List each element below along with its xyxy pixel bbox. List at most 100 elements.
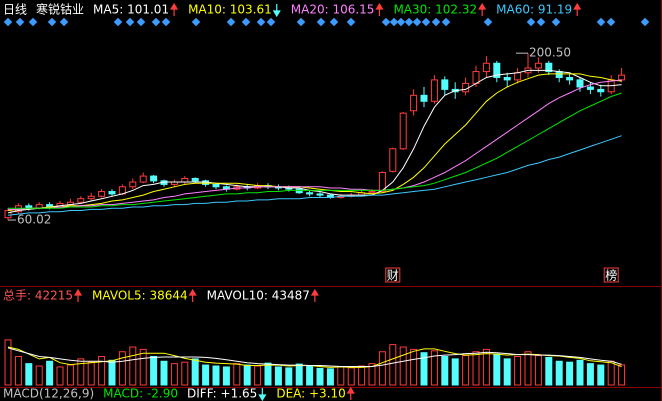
volume-bar — [503, 358, 511, 386]
candle-body — [597, 88, 605, 93]
candle-body — [191, 177, 199, 182]
candle-body — [378, 172, 386, 193]
candle-body — [618, 74, 626, 81]
volume-bar — [98, 356, 106, 386]
legend-entry: 总手: 42215 — [3, 289, 73, 303]
volume-bar — [514, 356, 522, 386]
volume-bar — [482, 348, 490, 386]
candle-body — [514, 72, 522, 81]
event-diamond — [412, 17, 422, 27]
event-diamond — [431, 17, 441, 27]
event-label: 财 — [387, 269, 399, 283]
volume-bar — [493, 353, 501, 386]
candle-body — [472, 71, 480, 84]
indicator-value: DEA: +3.10 — [276, 387, 345, 401]
volume-bar — [264, 362, 272, 386]
volume-bar — [87, 361, 95, 386]
volume-bar — [462, 355, 470, 386]
candle-body — [441, 79, 449, 90]
candle-body — [368, 191, 376, 194]
volume-bar — [150, 356, 158, 386]
legend-entry: MAVOL5: 38644 — [92, 289, 188, 303]
event-diamond — [421, 17, 431, 27]
candle-body — [462, 82, 470, 93]
legend-entry: MA20: 106.15 — [291, 3, 375, 17]
volume-bar — [607, 360, 615, 386]
volume-bar — [576, 359, 584, 386]
volume-bar — [14, 356, 22, 386]
volume-bar — [170, 363, 178, 386]
volume-bar — [25, 363, 33, 386]
ma-line — [7, 69, 622, 214]
volume-bar — [306, 365, 314, 386]
candle-body — [316, 193, 324, 196]
volume-bar — [451, 358, 459, 386]
candle-body — [212, 183, 220, 188]
candle-body — [576, 79, 584, 88]
volume-bar — [181, 361, 189, 386]
candle-body — [77, 198, 85, 203]
candle-body — [410, 94, 418, 112]
volume-bar — [368, 363, 376, 386]
event-diamond — [15, 17, 25, 27]
candle-body — [482, 62, 490, 73]
event-diamond — [256, 17, 266, 27]
volume-bar — [202, 364, 210, 386]
volume-bar — [46, 360, 54, 386]
candle-body — [4, 210, 12, 219]
indicator-title: MACD(12,26,9) — [3, 387, 94, 401]
volume-bar — [337, 366, 345, 386]
ma-line — [7, 135, 622, 216]
ma-line — [8, 92, 622, 209]
volume-bar — [212, 365, 220, 386]
candle-body — [555, 71, 563, 79]
indicator-value: MACD: -2.90 — [103, 387, 178, 401]
chart-title: 日线 — [3, 3, 27, 17]
candle-body — [139, 175, 147, 183]
trend-arrow — [258, 388, 267, 401]
volume-bar — [358, 365, 366, 386]
volume-bar — [191, 358, 199, 386]
legend-entry: MAVOL10: 43487 — [207, 289, 310, 303]
volume-bar — [389, 344, 397, 386]
event-diamond — [396, 17, 406, 27]
event-diamond — [28, 17, 38, 27]
candle-body — [493, 62, 501, 79]
candle-body — [150, 175, 158, 182]
volume-bar — [4, 339, 12, 386]
event-diamond — [441, 17, 451, 27]
candle-body — [545, 62, 553, 73]
legend-entry: MA5: 101.01 — [93, 3, 169, 17]
volume-bar — [108, 359, 116, 386]
volume-bar — [545, 356, 553, 386]
volume-ma-line — [7, 347, 622, 367]
volume-bar — [77, 358, 85, 386]
candle-body — [129, 181, 137, 188]
trend-arrow — [272, 4, 281, 18]
ma-line — [8, 79, 622, 210]
event-badge — [385, 267, 401, 283]
volume-bar — [566, 361, 574, 386]
volume-bar — [399, 346, 407, 386]
volume-bar — [326, 368, 334, 386]
volume-bar — [295, 363, 303, 386]
event-badge — [603, 267, 619, 283]
event-diamond — [266, 17, 276, 27]
trend-arrow — [375, 2, 384, 16]
volume-bar — [347, 367, 355, 386]
candle-body — [566, 77, 574, 81]
candle-body — [87, 195, 95, 200]
volume-bar — [129, 346, 137, 386]
volume-bar — [66, 364, 74, 386]
candle-body — [108, 191, 116, 195]
volume-bar — [222, 366, 230, 386]
legend-entry: MA30: 102.32 — [393, 3, 477, 17]
candle-body — [503, 77, 511, 81]
volume-bar — [139, 348, 147, 386]
event-label: 榜 — [605, 268, 617, 283]
volume-bar — [472, 351, 480, 386]
trend-arrow — [188, 288, 197, 302]
trend-arrow — [478, 2, 487, 16]
candle-body — [534, 62, 542, 69]
volume-bar — [243, 364, 251, 386]
